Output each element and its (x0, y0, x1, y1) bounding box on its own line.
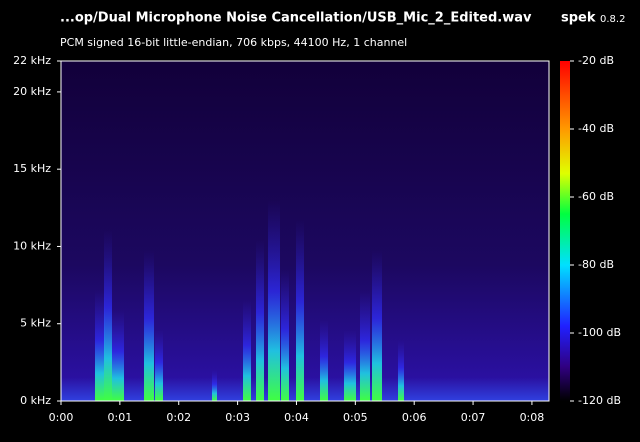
x-tick-label: 0:02 (166, 411, 191, 424)
colorbar-tick-label: -20 dB (578, 54, 614, 67)
y-tick-label: 10 kHz (13, 239, 51, 252)
x-tick-label: 0:03 (225, 411, 250, 424)
plot-frame (60, 60, 550, 402)
x-tick-label: 0:00 (49, 411, 74, 424)
colorbar-tick-label: -40 dB (578, 122, 614, 135)
file-title: ...op/Dual Microphone Noise Cancellation… (60, 11, 532, 26)
subtitle: PCM signed 16-bit little-endian, 706 kbp… (60, 36, 407, 49)
y-tick-label: 22 kHz (13, 54, 51, 67)
y-tick-label: 0 kHz (20, 394, 51, 407)
colorbar-tick-label: -120 dB (578, 394, 621, 407)
spectrogram-background (61, 61, 549, 401)
app-name: spek (561, 11, 596, 26)
colorbar (560, 61, 570, 401)
x-tick-label: 0:05 (343, 411, 368, 424)
x-tick-label: 0:04 (284, 411, 309, 424)
x-tick-label: 0:01 (108, 411, 133, 424)
colorbar-tick-label: -60 dB (578, 190, 614, 203)
x-tick-label: 0:07 (461, 411, 486, 424)
y-tick-label: 15 kHz (13, 162, 51, 175)
colorbar-tick-label: -80 dB (578, 258, 614, 271)
colorbar-tick-label: -100 dB (578, 326, 621, 339)
x-tick-label: 0:08 (520, 411, 545, 424)
app-version: 0.8.2 (600, 14, 625, 25)
y-tick-label: 20 kHz (13, 85, 51, 98)
y-tick-label: 5 kHz (20, 317, 51, 330)
x-tick-label: 0:06 (402, 411, 427, 424)
spectrogram-bursts (95, 200, 404, 401)
